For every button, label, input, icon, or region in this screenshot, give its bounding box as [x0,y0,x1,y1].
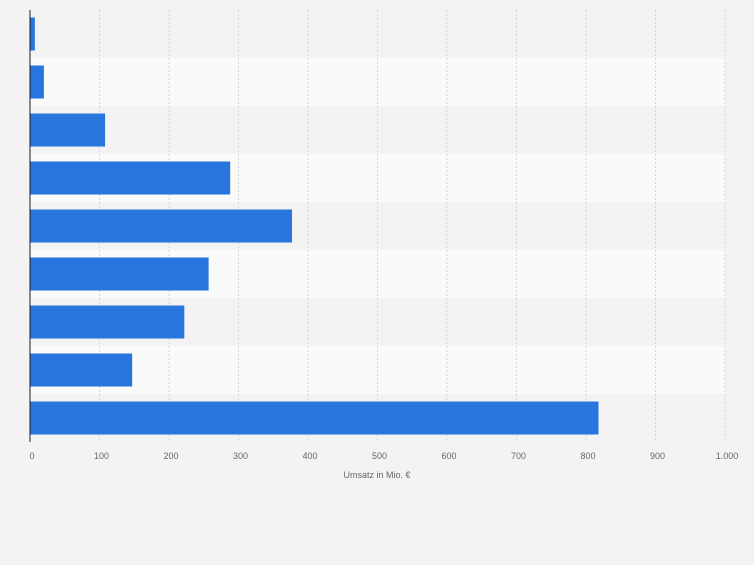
x-tick-label: 300 [233,451,248,461]
bar[interactable] [30,161,231,195]
bar[interactable] [30,17,35,51]
bar[interactable] [30,353,133,387]
x-tick-label: 200 [163,451,178,461]
bar[interactable] [30,113,106,147]
bar[interactable] [30,209,293,243]
bar[interactable] [30,257,209,291]
x-tick-label: 400 [302,451,317,461]
x-tick-label: 1.000 [716,451,739,461]
bar[interactable] [30,401,599,435]
x-tick-label: 600 [441,451,456,461]
x-tick-label: 700 [511,451,526,461]
x-tick-label: 800 [580,451,595,461]
x-axis-label: Umsatz in Mio. € [343,470,410,480]
x-tick-label: 0 [29,451,34,461]
bar[interactable] [30,305,185,339]
bars [30,17,599,435]
x-tick-label: 100 [94,451,109,461]
x-tick-label: 500 [372,451,387,461]
bar[interactable] [30,65,44,99]
x-tick-label: 900 [650,451,665,461]
x-tick-labels: 0 100 200 300 400 500 600 700 800 900 1.000 [29,451,738,461]
